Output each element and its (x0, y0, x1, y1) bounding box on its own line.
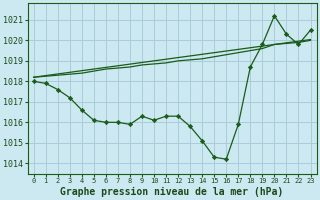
X-axis label: Graphe pression niveau de la mer (hPa): Graphe pression niveau de la mer (hPa) (60, 186, 284, 197)
